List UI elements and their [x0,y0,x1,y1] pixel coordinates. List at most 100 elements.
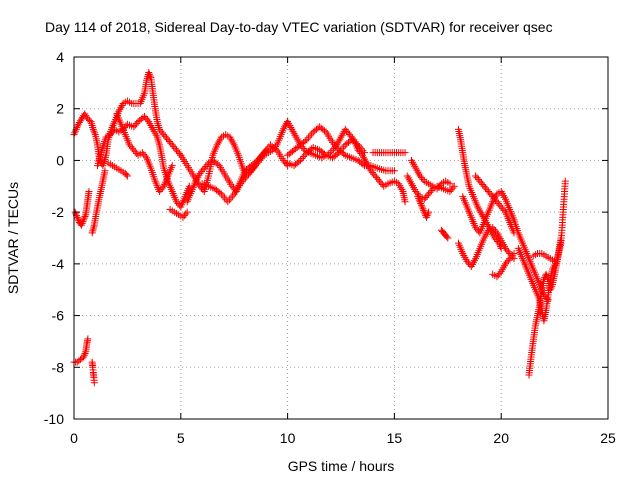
data-point [299,144,307,152]
data-point [168,141,176,149]
data-point [422,193,430,201]
data-point [489,193,497,201]
data-point [484,187,492,195]
data-point [417,200,425,208]
data-point [183,208,191,216]
data-point [202,162,210,170]
data-point [295,158,303,166]
data-point [506,255,514,263]
data-point [418,203,426,211]
data-point [504,248,512,256]
series-late-cluster-d [472,172,518,237]
data-point [89,225,97,233]
data-point [548,282,556,290]
data-point [101,167,109,175]
data-point [174,200,182,208]
data-point [472,172,480,180]
series-late-blip [437,226,452,242]
series-early-lower [93,112,193,211]
data-point [89,125,97,133]
data-point [158,184,166,192]
data-point [182,210,190,218]
data-point [143,116,151,124]
data-point [503,258,511,266]
data-point [320,127,328,135]
data-point [173,198,181,206]
y-tick-label: 0 [56,152,64,168]
data-point [507,253,515,261]
data-point [301,151,309,159]
data-point [170,143,178,151]
data-point [163,134,171,142]
data-point [417,201,425,209]
data-point [72,210,80,218]
data-point [145,70,153,78]
series-loop-a [113,110,176,195]
data-point [359,160,367,168]
data-point [133,119,141,127]
data-point [373,174,381,182]
data-point [447,186,455,194]
data-point [127,143,135,151]
data-point [131,148,139,156]
data-point [185,182,193,190]
data-point [81,349,89,357]
data-point [479,181,487,189]
data-point [473,174,481,182]
data-point [308,130,316,138]
data-point [494,271,502,279]
plot-frame [73,56,609,420]
data-point [80,353,88,361]
data-point [214,160,222,168]
data-point [482,184,490,192]
data-point [81,212,89,220]
data-point [425,190,433,198]
series-plateau-flat [369,149,409,157]
series-start-low [70,335,92,366]
data-point [179,213,187,221]
data-point [477,179,485,187]
data-point [301,137,309,145]
data-point [493,198,501,206]
series-start-dip [71,187,93,229]
data-point [501,244,509,252]
data-point [167,139,175,147]
data-point [401,149,409,157]
data-point [298,154,306,162]
data-point [138,149,146,157]
data-point [130,123,138,131]
data-point [71,129,79,137]
data-point [494,200,502,208]
y-tick-label: -10 [44,411,64,427]
data-point [89,227,97,235]
data-point [196,169,204,177]
data-point [123,172,131,180]
data-point [161,132,169,140]
chart-title: Day 114 of 2018, Sidereal Day-to-day VTE… [45,19,553,35]
data-point [492,236,500,244]
data-point [200,164,208,172]
data-point [84,335,92,343]
data-point [480,182,488,190]
series-late-cluster-a [454,125,505,252]
data-point [401,198,409,206]
x-tick-label: 15 [387,430,403,446]
data-point [420,195,428,203]
data-point [80,216,88,224]
data-point [412,187,420,195]
data-point [216,189,224,197]
data-point [450,182,458,190]
data-point [164,136,172,144]
data-point [370,170,378,178]
series-late-cluster-b [454,224,518,270]
data-point [415,196,423,204]
data-point [344,129,352,137]
data-point [168,162,176,170]
series-late-drop [414,193,433,221]
data-point [510,229,518,237]
data-point [262,146,270,154]
data-point [78,219,86,227]
data-point [320,150,328,158]
data-point [473,225,481,233]
data-point [374,175,382,183]
